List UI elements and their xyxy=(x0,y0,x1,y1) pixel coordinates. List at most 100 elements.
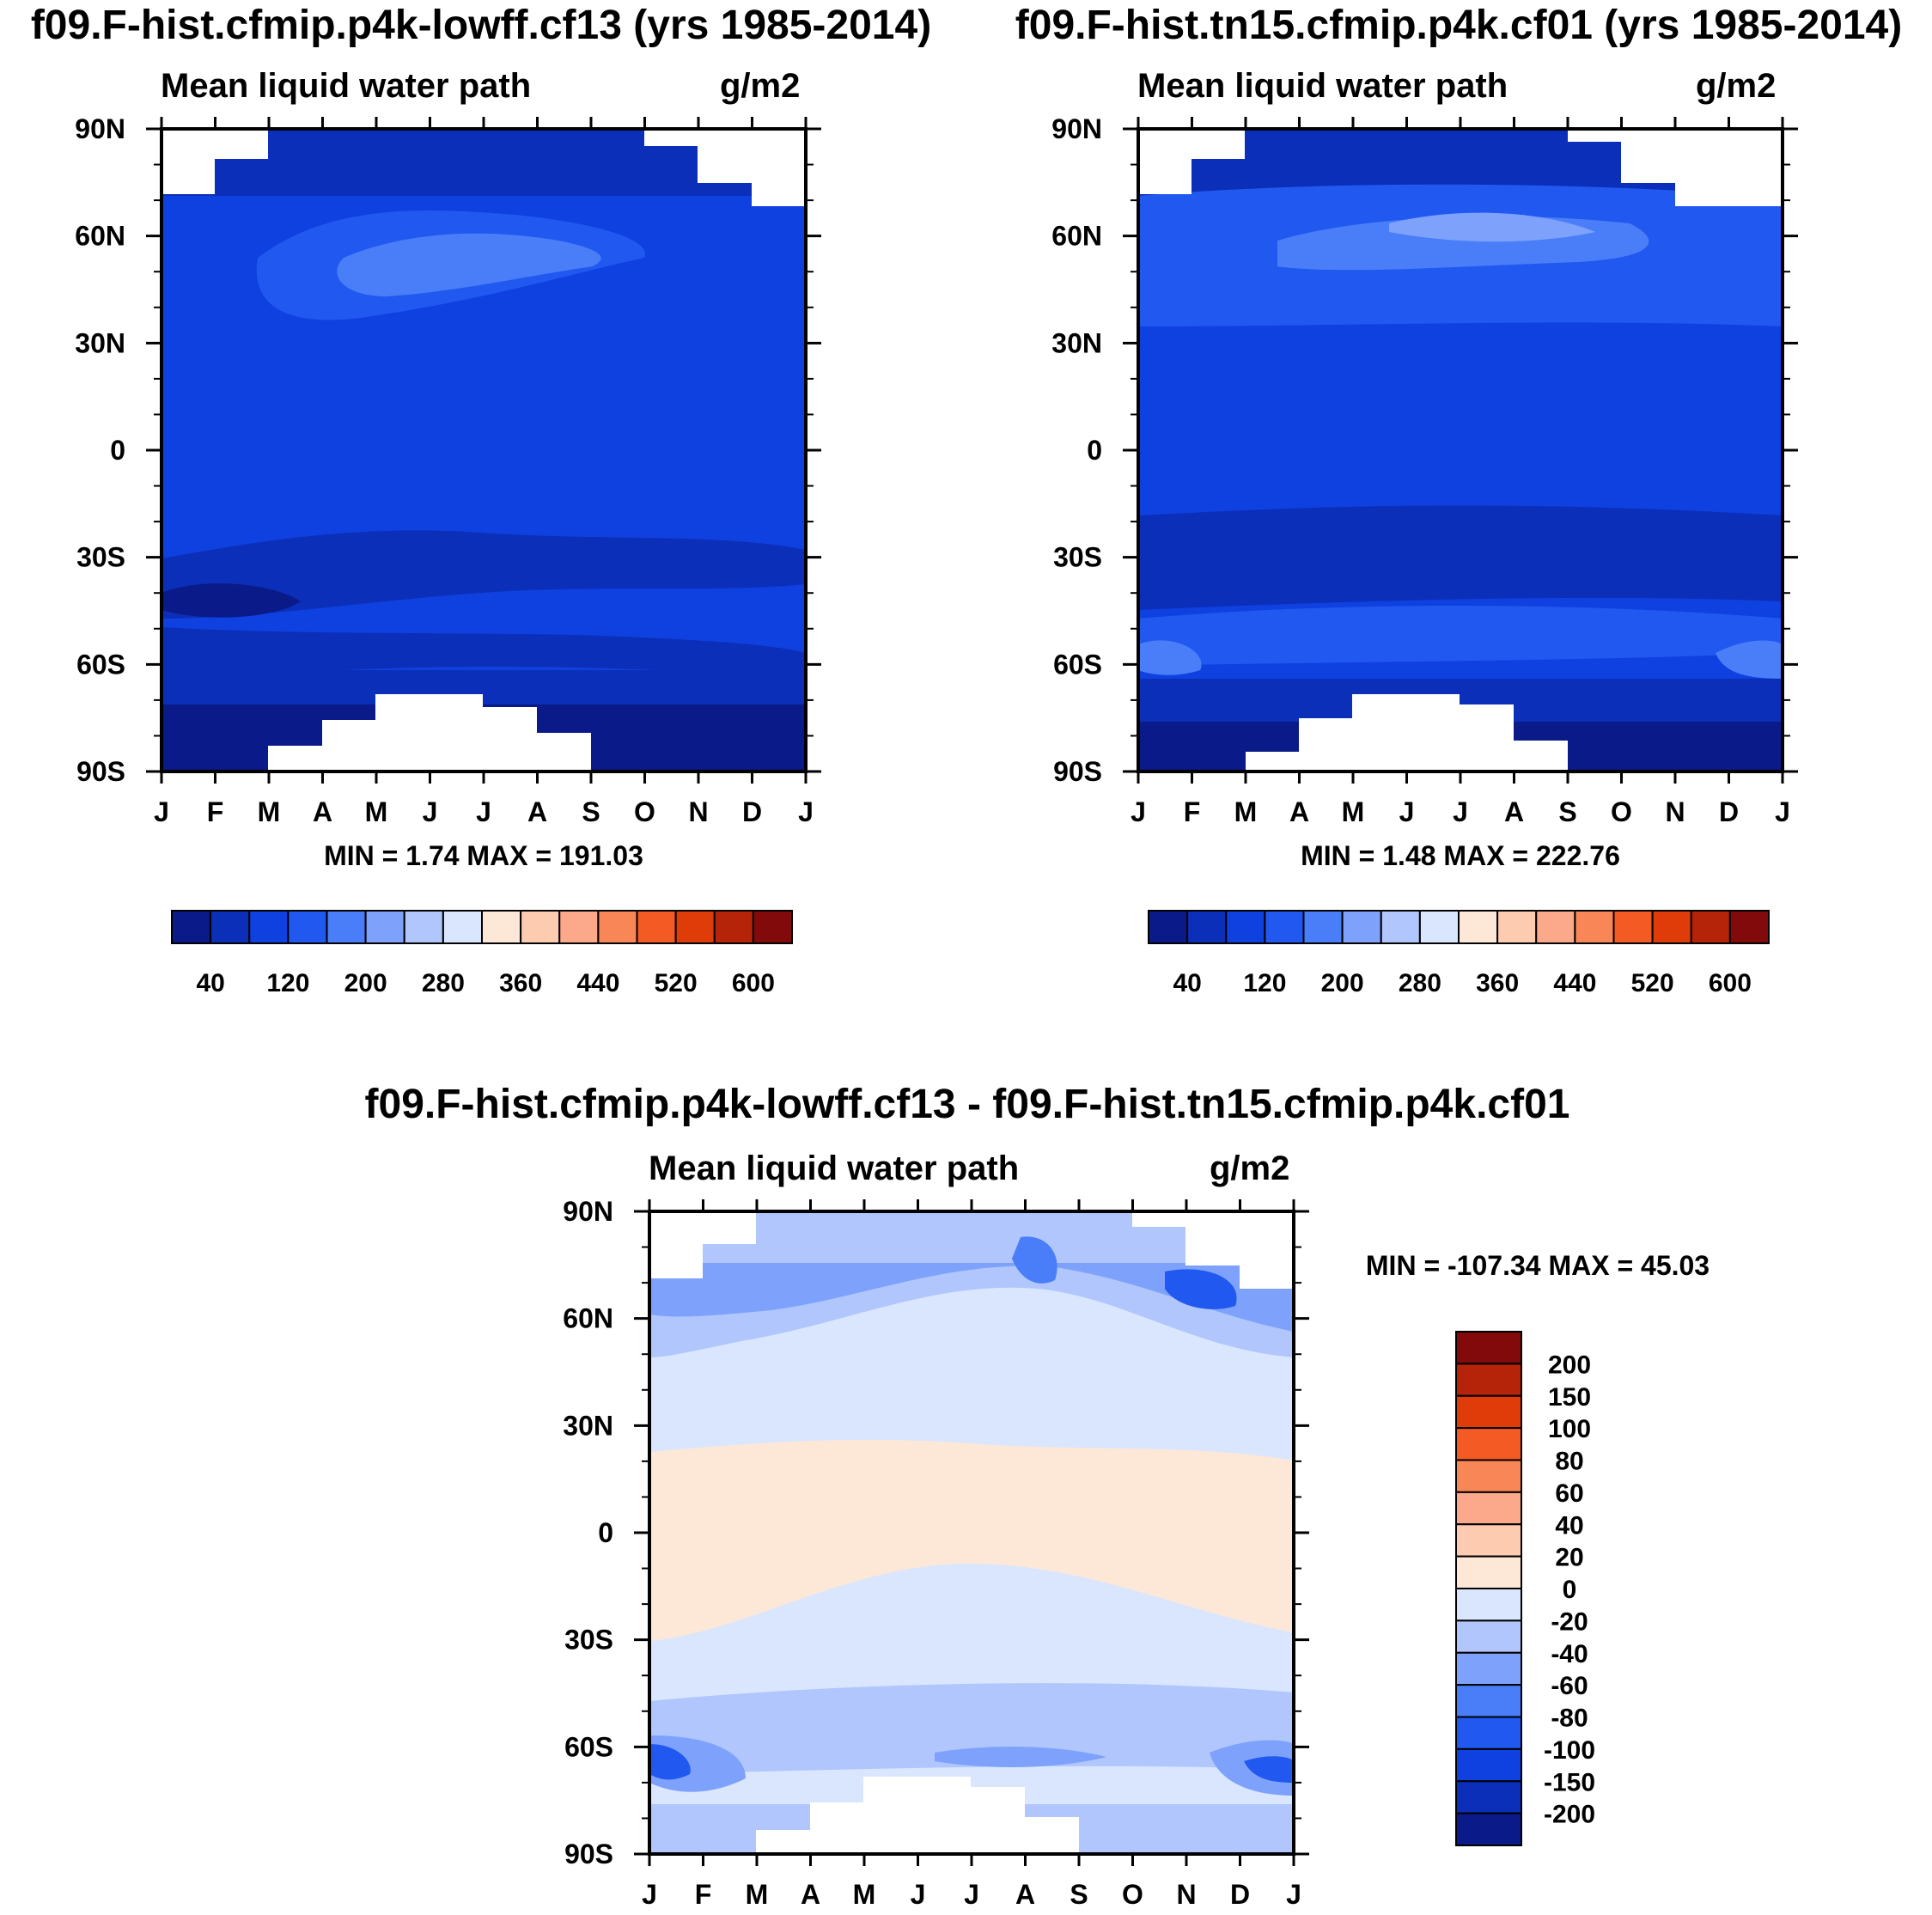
x-tick-label: F xyxy=(1184,796,1201,827)
plot-title: f09.F-hist.cfmip.p4k-lowff.cf13 (yrs 198… xyxy=(30,3,932,48)
colorbar-swatch xyxy=(1535,910,1576,944)
x-tick-label: A xyxy=(1015,1879,1035,1910)
x-tick-label: J xyxy=(1399,796,1415,827)
field-fill xyxy=(162,129,806,771)
colorbar-label: -100 xyxy=(1544,1736,1595,1765)
colorbar-label: 440 xyxy=(1553,969,1596,997)
x-tick-label: D xyxy=(1230,1879,1250,1910)
y-tick-label: 60S xyxy=(564,1731,613,1762)
y-tick-label: 90N xyxy=(563,1196,613,1227)
colorbar-label: 60 xyxy=(1555,1479,1583,1508)
min-max-readout: MIN = 1.74 MAX = 191.03 xyxy=(324,840,643,871)
colorbar-swatch xyxy=(636,910,677,944)
x-tick-label: S xyxy=(582,796,600,827)
y-tick-label: 0 xyxy=(598,1517,613,1548)
colorbar-swatch xyxy=(1690,910,1731,944)
x-tick-label: N xyxy=(688,796,708,827)
x-tick-label: M xyxy=(1234,796,1258,827)
x-tick-label: S xyxy=(1070,1879,1088,1910)
colorbar-label: -60 xyxy=(1551,1672,1588,1700)
colorbar-swatch xyxy=(403,910,444,944)
colorbar-label: -80 xyxy=(1551,1705,1588,1733)
colorbar-label: 280 xyxy=(1399,969,1441,997)
y-tick-label: 60N xyxy=(1051,221,1102,252)
colorbar-swatch xyxy=(1225,910,1266,944)
colorbar-swatch xyxy=(287,910,328,944)
colorbar-swatch xyxy=(1455,1716,1522,1750)
x-tick-label: J xyxy=(476,796,491,827)
x-tick-label: M xyxy=(365,796,388,827)
colorbar-swatch xyxy=(1574,910,1615,944)
colorbar: 40 120 200 280 360 440 520 600 xyxy=(1148,910,1770,997)
colorbar-swatch xyxy=(1302,910,1344,944)
x-tick-label: N xyxy=(1665,796,1685,827)
y-tick-label: 30N xyxy=(75,327,125,358)
colorbar-label: 200 xyxy=(1548,1351,1591,1379)
colorbar-label: 520 xyxy=(1631,969,1674,997)
x-tick-label: J xyxy=(964,1879,979,1910)
x-tick-label: J xyxy=(911,1879,926,1910)
units-label: g/m2 xyxy=(1210,1150,1290,1187)
x-tick-label: J xyxy=(1453,796,1468,827)
y-tick-label: 60S xyxy=(1053,649,1102,680)
colorbar-swatch xyxy=(364,910,405,944)
colorbar-swatch xyxy=(1455,1427,1522,1461)
variable-label: Mean liquid water path xyxy=(161,67,532,105)
colorbar-swatch xyxy=(1455,1331,1522,1365)
colorbar-label: 520 xyxy=(655,969,698,997)
colorbar-swatch xyxy=(752,910,793,944)
colorbar-swatch xyxy=(1455,1523,1522,1558)
colorbar-label: -40 xyxy=(1551,1640,1588,1668)
units-label: g/m2 xyxy=(720,67,801,105)
colorbar-swatch xyxy=(1455,1619,1522,1654)
x-tick-label: M xyxy=(258,796,281,827)
colorbar-label: 360 xyxy=(499,969,542,997)
colorbar-swatch xyxy=(1496,910,1538,944)
units-label: g/m2 xyxy=(1696,67,1777,105)
colorbar-label: 200 xyxy=(344,969,387,997)
plot-title: f09.F-hist.tn15.cfmip.p4k.cf01 (yrs 1985… xyxy=(1015,3,1903,48)
colorbar-label: 200 xyxy=(1321,969,1364,997)
colorbar-label: 80 xyxy=(1555,1448,1583,1476)
colorbar-swatch xyxy=(674,910,716,944)
colorbar-label: 120 xyxy=(266,969,309,997)
colorbar-swatch xyxy=(171,910,212,944)
y-tick-label: 0 xyxy=(110,435,125,466)
x-tick-label: J xyxy=(423,796,438,827)
colorbar-label: 360 xyxy=(1476,969,1519,997)
x-tick-label: O xyxy=(1611,796,1632,827)
colorbar-swatch xyxy=(1264,910,1305,944)
colorbar-label: 0 xyxy=(1563,1576,1577,1604)
colorbar-label: 600 xyxy=(732,969,775,997)
colorbar-label: 20 xyxy=(1555,1544,1583,1572)
colorbar-label: 600 xyxy=(1709,969,1752,997)
y-tick-label: 90S xyxy=(564,1839,613,1869)
x-tick-label: J xyxy=(1775,796,1790,827)
y-tick-label: 30S xyxy=(1053,542,1102,573)
y-tick-label: 30N xyxy=(563,1410,613,1441)
x-tick-label: J xyxy=(1131,796,1146,827)
field-fill xyxy=(1138,129,1783,771)
y-tick-label: 30S xyxy=(76,542,125,573)
heatmap-panel: J F M A M J J A S O N D J 90N 60N 30N 0 30S 60S 90S xyxy=(563,1196,1309,1910)
colorbar-label: 440 xyxy=(576,969,619,997)
x-tick-label: A xyxy=(1289,796,1309,827)
y-tick-label: 60N xyxy=(75,221,125,252)
colorbar-swatch xyxy=(1455,1684,1522,1718)
x-tick-label: J xyxy=(798,796,814,827)
colorbar-swatch xyxy=(481,910,522,944)
colorbar-label: 120 xyxy=(1243,969,1286,997)
colorbar-swatch xyxy=(442,910,483,944)
colorbar-label: -200 xyxy=(1544,1801,1595,1829)
colorbar-label: 40 xyxy=(1173,969,1201,997)
colorbar-swatch xyxy=(1341,910,1382,944)
colorbar-swatch xyxy=(558,910,600,944)
field-fill xyxy=(649,1211,1294,1854)
x-tick-label: A xyxy=(313,796,332,827)
min-max-readout: MIN = 1.48 MAX = 222.76 xyxy=(1301,840,1620,871)
x-tick-label: O xyxy=(634,796,655,827)
colorbar-swatch xyxy=(1458,910,1499,944)
colorbar-swatch xyxy=(1380,910,1421,944)
x-tick-label: M xyxy=(853,1879,876,1910)
colorbar-swatch xyxy=(1455,1812,1522,1846)
